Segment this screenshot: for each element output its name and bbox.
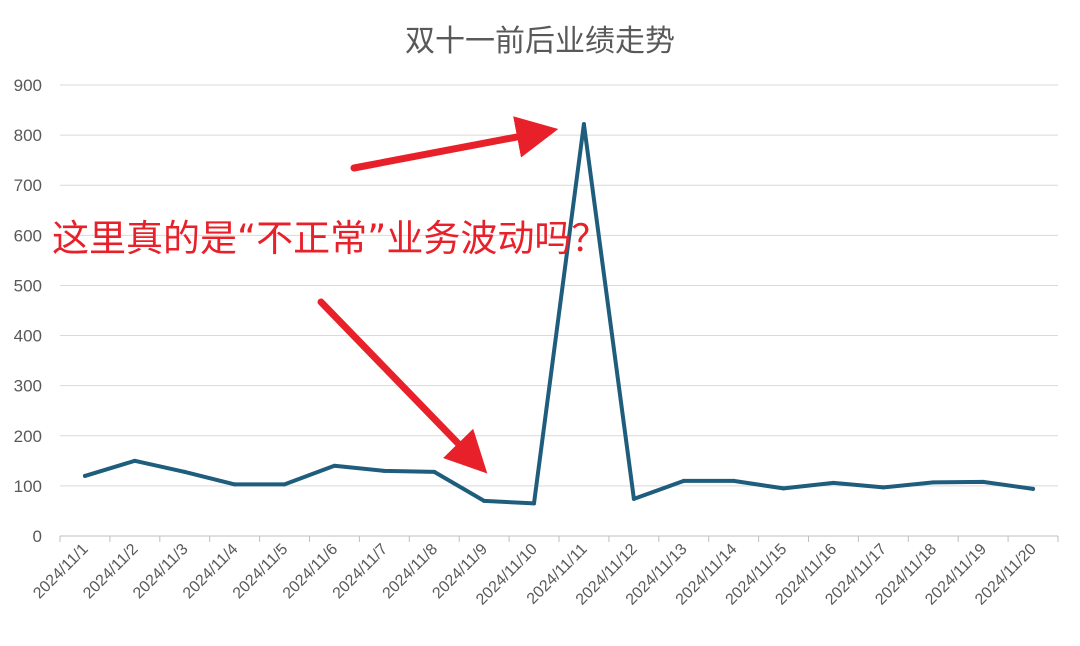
y-tick-label: 200 — [14, 427, 42, 446]
annotation-text: 这里真的是“不正常”业务波动吗？ — [52, 217, 609, 260]
data-point — [631, 496, 636, 501]
data-point — [482, 498, 487, 503]
x-axis: 2024/11/12024/11/22024/11/32024/11/42024… — [30, 536, 1059, 609]
data-point — [382, 468, 387, 473]
data-point — [432, 469, 437, 474]
data-point — [232, 482, 237, 487]
data-point — [881, 485, 886, 490]
data-point — [681, 478, 686, 483]
data-point — [981, 479, 986, 484]
y-tick-label: 100 — [14, 477, 42, 496]
data-point — [82, 473, 87, 478]
series-line — [83, 122, 1035, 506]
chart-title: 双十一前后业绩走势 — [405, 24, 675, 59]
data-point — [182, 469, 187, 474]
y-tick-label: 900 — [14, 76, 42, 95]
y-tick-label: 300 — [14, 377, 42, 396]
y-tick-label: 800 — [14, 126, 42, 145]
data-point — [781, 486, 786, 491]
data-point — [282, 482, 287, 487]
series-group — [82, 122, 1036, 506]
data-point — [581, 122, 586, 127]
y-axis: 0 100 200 300 400 500 600 700 800 900 — [14, 76, 42, 546]
data-point — [731, 478, 736, 483]
data-point — [831, 480, 836, 485]
annotation-arrows — [317, 116, 559, 474]
data-point — [532, 501, 537, 506]
arrow-to-dip — [317, 298, 488, 474]
y-tick-label: 400 — [14, 327, 42, 346]
y-tick-label: 600 — [14, 226, 42, 245]
gridlines — [60, 84, 1058, 537]
y-tick-label: 700 — [14, 176, 42, 195]
y-tick-label: 0 — [33, 527, 42, 546]
arrow-to-peak — [350, 116, 559, 172]
data-point — [132, 458, 137, 463]
y-tick-label: 500 — [14, 276, 42, 295]
data-point — [1031, 486, 1036, 491]
data-point — [332, 463, 337, 468]
data-point — [931, 480, 936, 485]
